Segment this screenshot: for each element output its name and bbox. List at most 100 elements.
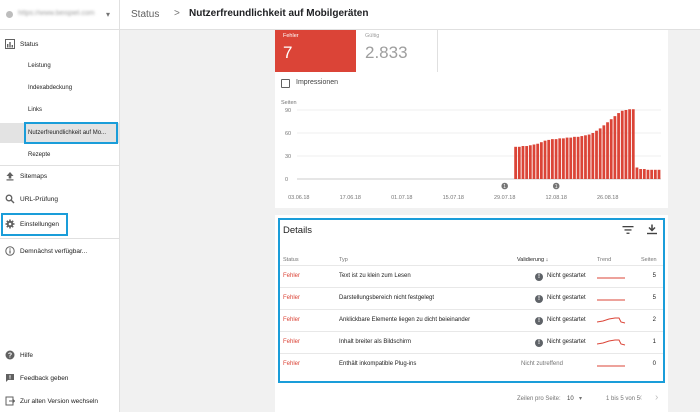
chart-bar[interactable] bbox=[653, 169, 657, 179]
highlight-settings bbox=[1, 213, 68, 236]
chart-bar[interactable] bbox=[628, 109, 631, 179]
sidebar-item-feedback[interactable]: Feedback geben bbox=[0, 369, 119, 387]
col-header-validation[interactable]: Validierung ↓ bbox=[517, 257, 548, 263]
sidebar-item-sitemaps[interactable]: Sitemaps bbox=[0, 167, 119, 185]
sidebar-item-old-version[interactable]: Zur alten Version wechseln bbox=[0, 392, 119, 410]
chart-bar[interactable] bbox=[551, 139, 554, 179]
chart-bar[interactable] bbox=[606, 122, 609, 179]
trend-sparkline bbox=[597, 365, 625, 367]
next-page-icon[interactable]: › bbox=[655, 392, 659, 403]
col-header-trend[interactable]: Trend bbox=[597, 257, 612, 263]
validation-status-text: Nicht gestartet bbox=[547, 339, 586, 345]
col-header-pages[interactable]: Seiten bbox=[641, 257, 657, 263]
validation-status-text: Nicht gestartet bbox=[547, 273, 586, 279]
breadcrumb-status[interactable]: Status bbox=[131, 9, 160, 20]
sidebar-item-mobile-usability[interactable]: Nutzerfreundlichkeit auf Mo... bbox=[0, 123, 119, 143]
chart-bar[interactable] bbox=[554, 139, 558, 179]
valid-stat-value: 2.833 bbox=[365, 43, 408, 62]
sidebar-item-links[interactable]: Links bbox=[28, 107, 43, 113]
chart-bar[interactable] bbox=[591, 133, 595, 179]
row-type: Inhalt breiter als Bildschirm bbox=[339, 339, 412, 345]
valid-stat-label: Gültig bbox=[365, 33, 380, 39]
caret-down-icon[interactable]: ▾ bbox=[579, 396, 583, 402]
trend-sparkline bbox=[597, 317, 626, 324]
chart-bar[interactable] bbox=[631, 109, 635, 179]
chart-bar[interactable] bbox=[569, 137, 573, 179]
svg-text:?: ? bbox=[8, 353, 12, 360]
sidebar-item-status[interactable]: Status bbox=[0, 35, 119, 53]
chart-bar[interactable] bbox=[543, 140, 547, 179]
upload-icon bbox=[6, 172, 14, 181]
sidebar-item-index-coverage[interactable]: Indexabdeckung bbox=[28, 85, 73, 91]
details-title: Details bbox=[283, 225, 313, 236]
sidebar-item-settings[interactable]: Einstellungen bbox=[0, 215, 119, 233]
chart-bar[interactable] bbox=[576, 136, 580, 179]
impressions-checkbox[interactable] bbox=[281, 79, 290, 88]
table-row[interactable]: Fehler Inhalt breiter als Bildschirm! Nich… bbox=[279, 331, 664, 353]
chart-bar[interactable] bbox=[580, 136, 584, 179]
chart-bar[interactable] bbox=[635, 167, 639, 180]
chart-bar[interactable] bbox=[646, 169, 650, 179]
chart-bar[interactable] bbox=[532, 144, 536, 180]
chart-bar[interactable] bbox=[657, 169, 661, 179]
chart-bar[interactable] bbox=[573, 136, 576, 179]
chart-ylabel: Seiten bbox=[281, 100, 297, 106]
chart-bar[interactable] bbox=[598, 128, 602, 179]
chart-bar[interactable] bbox=[642, 169, 646, 179]
chart-bar[interactable] bbox=[528, 145, 532, 179]
col-header-validation-label: Validierung bbox=[517, 257, 545, 263]
chart-bar[interactable] bbox=[514, 146, 518, 179]
chart-bar[interactable] bbox=[517, 146, 521, 179]
chart-bar[interactable] bbox=[639, 169, 643, 179]
col-header-status[interactable]: Status bbox=[283, 257, 299, 263]
chart-bar[interactable] bbox=[521, 146, 525, 179]
sidebar-item-performance[interactable]: Leistung bbox=[28, 63, 51, 69]
breadcrumb-separator: > bbox=[174, 8, 180, 19]
pagination: Zeilen pro Seite: 10 ▾ 1 bis 5 von 5 ‹ › bbox=[275, 390, 668, 410]
sidebar-item-recipes[interactable]: Rezepte bbox=[28, 152, 51, 158]
row-pages: 5 bbox=[652, 273, 656, 279]
col-header-type[interactable]: Typ bbox=[339, 257, 348, 263]
chart-bar[interactable] bbox=[547, 139, 551, 179]
chart-bar[interactable] bbox=[558, 138, 562, 179]
chart-bar[interactable] bbox=[613, 116, 617, 179]
chart-bar[interactable] bbox=[584, 135, 587, 179]
chart-xtick-label: 15.07.18 bbox=[443, 195, 464, 201]
chart-bar[interactable] bbox=[624, 110, 628, 179]
chart-bar[interactable] bbox=[536, 143, 540, 179]
sidebar-item-url-inspection[interactable]: URL-Prüfung bbox=[0, 190, 119, 208]
rows-per-page-select[interactable]: 10 bbox=[567, 396, 574, 402]
search-icon bbox=[5, 194, 15, 204]
error-stat-label: Fehler bbox=[283, 33, 299, 39]
chart-bar[interactable] bbox=[587, 134, 591, 179]
table-row[interactable]: Fehler Darstellungsbereich nicht festgele… bbox=[279, 287, 664, 309]
chart-bar[interactable] bbox=[650, 169, 654, 179]
error-stat-tile[interactable]: Fehler 7 bbox=[275, 30, 356, 72]
download-icon[interactable] bbox=[646, 224, 658, 235]
prev-page-icon[interactable]: ‹ bbox=[639, 392, 643, 403]
sidebar-item-coming-soon[interactable]: Demnächst verfügbar... bbox=[0, 242, 119, 260]
property-selector[interactable]: https://www.beispiel.com ▾ bbox=[0, 0, 120, 30]
chart-bar[interactable] bbox=[525, 146, 529, 179]
chart-bar[interactable] bbox=[539, 142, 543, 179]
chart-bar[interactable] bbox=[562, 138, 565, 179]
filter-icon[interactable] bbox=[622, 225, 634, 235]
info-icon bbox=[5, 246, 15, 256]
sidebar-item-help[interactable]: ? Hilfe bbox=[0, 346, 119, 364]
top-bar: Status > Nutzerfreundlichkeit auf Mobilg… bbox=[120, 0, 700, 30]
annotation-marker[interactable] bbox=[552, 182, 560, 190]
chart-bar[interactable] bbox=[609, 119, 613, 179]
chart-bar[interactable] bbox=[565, 137, 569, 179]
chart-bar[interactable] bbox=[620, 110, 624, 179]
chart-bar[interactable] bbox=[602, 125, 606, 179]
annotation-marker[interactable] bbox=[501, 182, 508, 190]
table-row[interactable]: Fehler Text ist zu klein zum Lesen! Nicht … bbox=[279, 265, 664, 287]
chart-xtick-label: 01.07.18 bbox=[391, 195, 412, 201]
table-row[interactable]: Fehler Anklickbare Elemente liegen zu dic… bbox=[279, 309, 664, 331]
valid-stat-tile[interactable]: Gültig 2.833 bbox=[357, 30, 438, 72]
chevron-down-icon[interactable]: ▾ bbox=[106, 10, 111, 19]
table-row[interactable]: Fehler Enthält inkompatible Plug-ins Nicht… bbox=[279, 353, 664, 375]
chart-bar[interactable] bbox=[595, 130, 598, 179]
chart-bar[interactable] bbox=[617, 113, 620, 179]
row-status: Fehler bbox=[283, 273, 301, 279]
